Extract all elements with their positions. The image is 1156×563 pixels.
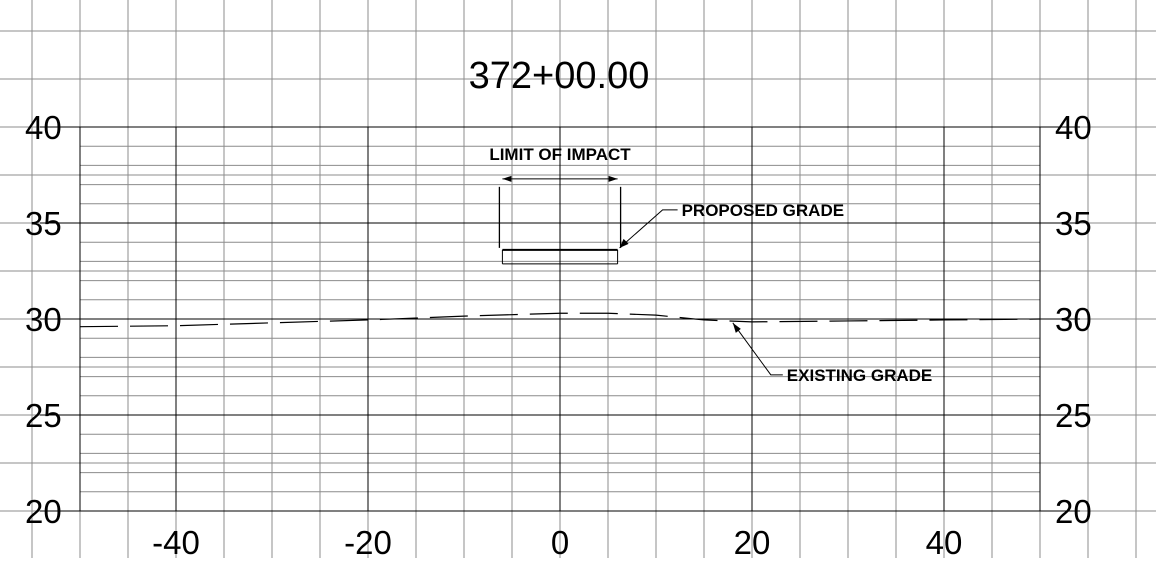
existing-grade-leader xyxy=(732,322,783,376)
x-tick-label: 40 xyxy=(926,524,963,558)
existing-grade-line xyxy=(79,312,1041,328)
tick-layer: -40 -20 0 20 40 40 40 35 35 30 30 25 25 20 20 xyxy=(25,109,1092,561)
x-tick-label: -20 xyxy=(344,524,392,558)
limit-of-impact-label: LIMIT OF IMPACT xyxy=(489,145,631,164)
major-grid xyxy=(40,126,1080,512)
proposed-grade-leader xyxy=(619,209,678,249)
y-tick-label-right: 30 xyxy=(1055,301,1092,338)
y-tick-label-left: 25 xyxy=(25,397,62,434)
series-layer xyxy=(79,248,1041,328)
annotation-layer: LIMIT OF IMPACT PROPOSED GRADE EXISTING GR… xyxy=(489,145,932,385)
existing-grade-arrowhead xyxy=(732,322,741,333)
x-tick-label: 0 xyxy=(551,524,569,558)
y-tick-label-left: 40 xyxy=(25,109,62,146)
proposed-grade-arrowhead xyxy=(619,238,629,248)
x-tick-label: 20 xyxy=(734,524,771,558)
y-tick-label-right: 40 xyxy=(1055,109,1092,146)
x-tick-label: -40 xyxy=(152,524,200,558)
station-title: 372+00.00 xyxy=(469,55,650,97)
proposed-grade-label: PROPOSED GRADE xyxy=(682,201,844,220)
y-tick-label-right: 35 xyxy=(1055,205,1092,242)
y-tick-label-left: 30 xyxy=(25,301,62,338)
y-tick-label-left: 20 xyxy=(25,493,62,530)
existing-grade-label: EXISTING GRADE xyxy=(787,366,932,385)
limit-arrow-left xyxy=(502,175,512,182)
y-tick-label-left: 35 xyxy=(25,205,62,242)
limit-arrow-right xyxy=(608,175,618,182)
y-tick-label-right: 25 xyxy=(1055,397,1092,434)
y-tick-label-right: 20 xyxy=(1055,493,1092,530)
